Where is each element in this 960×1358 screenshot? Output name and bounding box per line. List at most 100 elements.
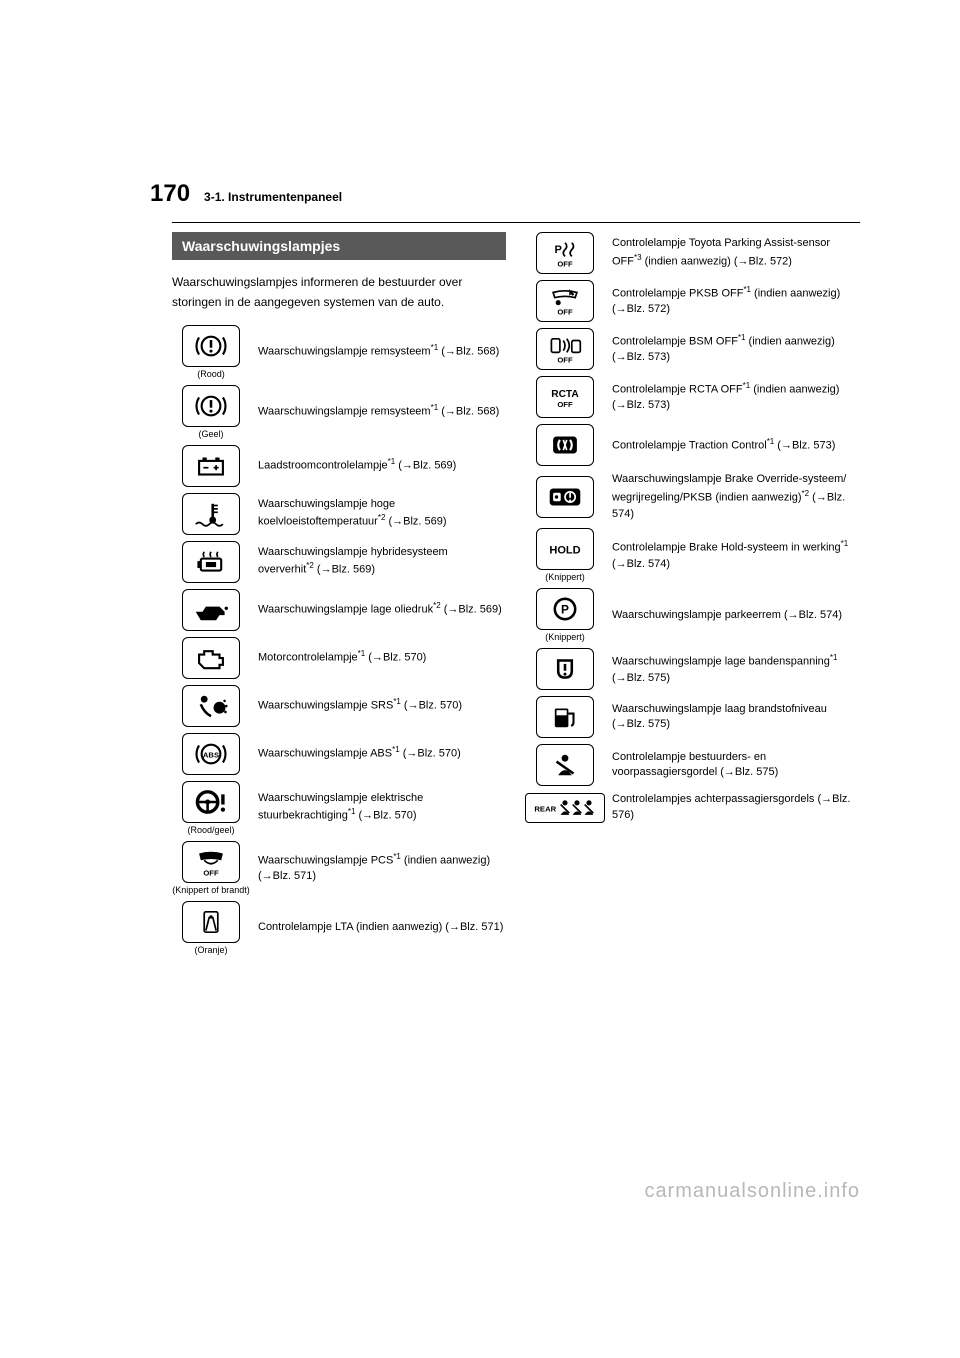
brake-circle-icon bbox=[182, 385, 240, 427]
icon-cell: OFF bbox=[526, 328, 604, 370]
section-heading: Waarschuwingslampjes bbox=[172, 232, 506, 260]
icon-cell bbox=[172, 685, 250, 727]
warning-entry: REAR Controlelampjes achterpassagiersgor… bbox=[526, 792, 860, 824]
section-label: 3-1. Instrumentenpaneel bbox=[204, 190, 342, 204]
svg-text:ABS: ABS bbox=[203, 750, 219, 759]
pksb-off-icon: OFF bbox=[536, 280, 594, 322]
left-column: Waarschuwingslampjes Waarschuwingslampje… bbox=[172, 232, 506, 1058]
warning-description: Waarschuwingslampje Brake Override-syste… bbox=[612, 472, 860, 522]
icon-cell bbox=[526, 424, 604, 466]
temp-icon bbox=[182, 493, 240, 535]
traction-icon bbox=[536, 424, 594, 466]
warning-description: Waarschuwingslampje lage oliedruk*2 (→Bl… bbox=[258, 600, 506, 619]
warning-description: Waarschuwingslampje ABS*1 (→Blz. 570) bbox=[258, 744, 506, 763]
svg-text:RCTA: RCTA bbox=[551, 389, 579, 400]
warning-entry: Controlelampje bestuurders- en voorpassa… bbox=[526, 744, 860, 786]
rear-belt-icon: REAR bbox=[525, 793, 605, 823]
warning-entry: Waarschuwingslampje laag brandstofniveau… bbox=[526, 696, 860, 738]
brake-override-icon bbox=[536, 476, 594, 518]
icon-cell bbox=[172, 541, 250, 583]
icon-cell: RCTA OFF bbox=[526, 376, 604, 418]
hold-icon: HOLD bbox=[536, 528, 594, 570]
icon-cell bbox=[526, 696, 604, 738]
warning-description: Waarschuwingslampje lage bandenspanning*… bbox=[612, 652, 860, 687]
p-circle-icon: P bbox=[536, 588, 594, 630]
warning-entry: Laadstroomcontrolelampje*1 (→Blz. 569) bbox=[172, 445, 506, 487]
svg-text:REAR: REAR bbox=[534, 805, 556, 814]
icon-caption: (Oranje) bbox=[194, 945, 227, 955]
warning-description: Waarschuwingslampje PCS*1 (indien aanwez… bbox=[258, 851, 506, 886]
hybrid-hot-icon bbox=[182, 541, 240, 583]
warning-entry: Waarschuwingslampje lage bandenspanning*… bbox=[526, 648, 860, 690]
icon-cell bbox=[172, 589, 250, 631]
warning-description: Controlelampje Brake Hold-systeem in wer… bbox=[612, 538, 860, 573]
rcta-off-icon: RCTA OFF bbox=[536, 376, 594, 418]
warning-entry: (Rood/geel)Waarschuwingslampje elektrisc… bbox=[172, 781, 506, 835]
warning-entry: (Geel) Waarschuwingslampje remsysteem*1 (… bbox=[172, 385, 506, 439]
warning-entry: Waarschuwingslampje Brake Override-syste… bbox=[526, 472, 860, 522]
svg-text:OFF: OFF bbox=[557, 400, 573, 409]
svg-text:P: P bbox=[561, 603, 569, 617]
warning-description: Controlelampje BSM OFF*1 (indien aanwezi… bbox=[612, 332, 860, 367]
bsm-off-icon: OFF bbox=[536, 328, 594, 370]
pcs-off-icon: OFF bbox=[182, 841, 240, 883]
svg-text:P: P bbox=[555, 244, 562, 256]
content-columns: Waarschuwingslampjes Waarschuwingslampje… bbox=[172, 232, 860, 1058]
icon-cell: OFF bbox=[526, 280, 604, 322]
warning-description: Waarschuwingslampje hoge koelvloeistofte… bbox=[258, 497, 506, 532]
warning-description: Controlelampjes achterpassagiersgordels … bbox=[612, 792, 860, 824]
warning-description: Waarschuwingslampje parkeerrem (→Blz. 57… bbox=[612, 608, 860, 624]
abs-icon: ABS bbox=[182, 733, 240, 775]
left-entries: (Rood) Waarschuwingslampje remsysteem*1 (… bbox=[172, 325, 506, 955]
header-rule bbox=[172, 222, 860, 223]
warning-entry: OFF(Knippert of brandt)Waarschuwingslamp… bbox=[172, 841, 506, 895]
icon-cell: REAR bbox=[526, 793, 604, 823]
icon-cell: (Oranje) bbox=[172, 901, 250, 955]
svg-text:OFF: OFF bbox=[557, 308, 573, 317]
warning-description: Controlelampje bestuurders- en voorpassa… bbox=[612, 750, 860, 782]
warning-description: Laadstroomcontrolelampje*1 (→Blz. 569) bbox=[258, 456, 506, 475]
warning-entry: (Rood) Waarschuwingslampje remsysteem*1 (… bbox=[172, 325, 506, 379]
warning-entry: Waarschuwingslampje hoge koelvloeistofte… bbox=[172, 493, 506, 535]
page-number: 170 bbox=[150, 180, 190, 208]
icon-cell bbox=[526, 648, 604, 690]
warning-description: Waarschuwingslampje laag brandstofniveau… bbox=[612, 702, 860, 734]
battery-icon bbox=[182, 445, 240, 487]
warning-description: Controlelampje LTA (indien aanwezig) (→B… bbox=[258, 920, 506, 936]
svg-text:OFF: OFF bbox=[203, 868, 219, 877]
warning-description: Waarschuwingslampje remsysteem*1 (→Blz. … bbox=[258, 342, 506, 361]
warning-entry: Motorcontrolelampje*1 (→Blz. 570) bbox=[172, 637, 506, 679]
icon-cell bbox=[172, 445, 250, 487]
fuel-icon bbox=[536, 696, 594, 738]
icon-cell: P OFF bbox=[526, 232, 604, 274]
seatbelt-icon bbox=[536, 744, 594, 786]
icon-caption: (Knippert) bbox=[545, 632, 585, 642]
warning-description: Waarschuwingslampje remsysteem*1 (→Blz. … bbox=[258, 402, 506, 421]
intro-text: Waarschuwingslampjes informeren de bestu… bbox=[172, 272, 506, 313]
engine-icon bbox=[182, 637, 240, 679]
watermark: carmanualsonline.info bbox=[644, 1180, 860, 1203]
warning-entry: OFF Controlelampje BSM OFF*1 (indien aanw… bbox=[526, 328, 860, 370]
svg-text:OFF: OFF bbox=[557, 260, 573, 269]
icon-cell bbox=[172, 493, 250, 535]
icon-caption: (Rood) bbox=[197, 369, 225, 379]
warning-entry: ABS Waarschuwingslampje ABS*1 (→Blz. 570) bbox=[172, 733, 506, 775]
icon-caption: (Knippert) bbox=[545, 572, 585, 582]
warning-description: Controlelampje Toyota Parking Assist-sen… bbox=[612, 236, 860, 271]
warning-description: Controlelampje RCTA OFF*1 (indien aanwez… bbox=[612, 380, 860, 415]
warning-entry: RCTA OFF Controlelampje RCTA OFF*1 (indie… bbox=[526, 376, 860, 418]
warning-entry: Controlelampje Traction Control*1 (→Blz.… bbox=[526, 424, 860, 466]
icon-caption: (Geel) bbox=[198, 429, 223, 439]
warning-description: Motorcontrolelampje*1 (→Blz. 570) bbox=[258, 648, 506, 667]
svg-text:OFF: OFF bbox=[557, 356, 573, 365]
warning-entry: (Oranje) Controlelampje LTA (indien aanwe… bbox=[172, 901, 506, 955]
warning-description: Controlelampje Traction Control*1 (→Blz.… bbox=[612, 436, 860, 455]
p-off-icon: P OFF bbox=[536, 232, 594, 274]
icon-cell: P (Knippert) bbox=[526, 588, 604, 642]
icon-caption: (Rood/geel) bbox=[187, 825, 234, 835]
warning-entry: Waarschuwingslampje lage oliedruk*2 (→Bl… bbox=[172, 589, 506, 631]
icon-cell: OFF(Knippert of brandt) bbox=[172, 841, 250, 895]
page-header: 170 3-1. Instrumentenpaneel bbox=[150, 180, 870, 208]
tire-icon bbox=[536, 648, 594, 690]
brake-circle-icon bbox=[182, 325, 240, 367]
